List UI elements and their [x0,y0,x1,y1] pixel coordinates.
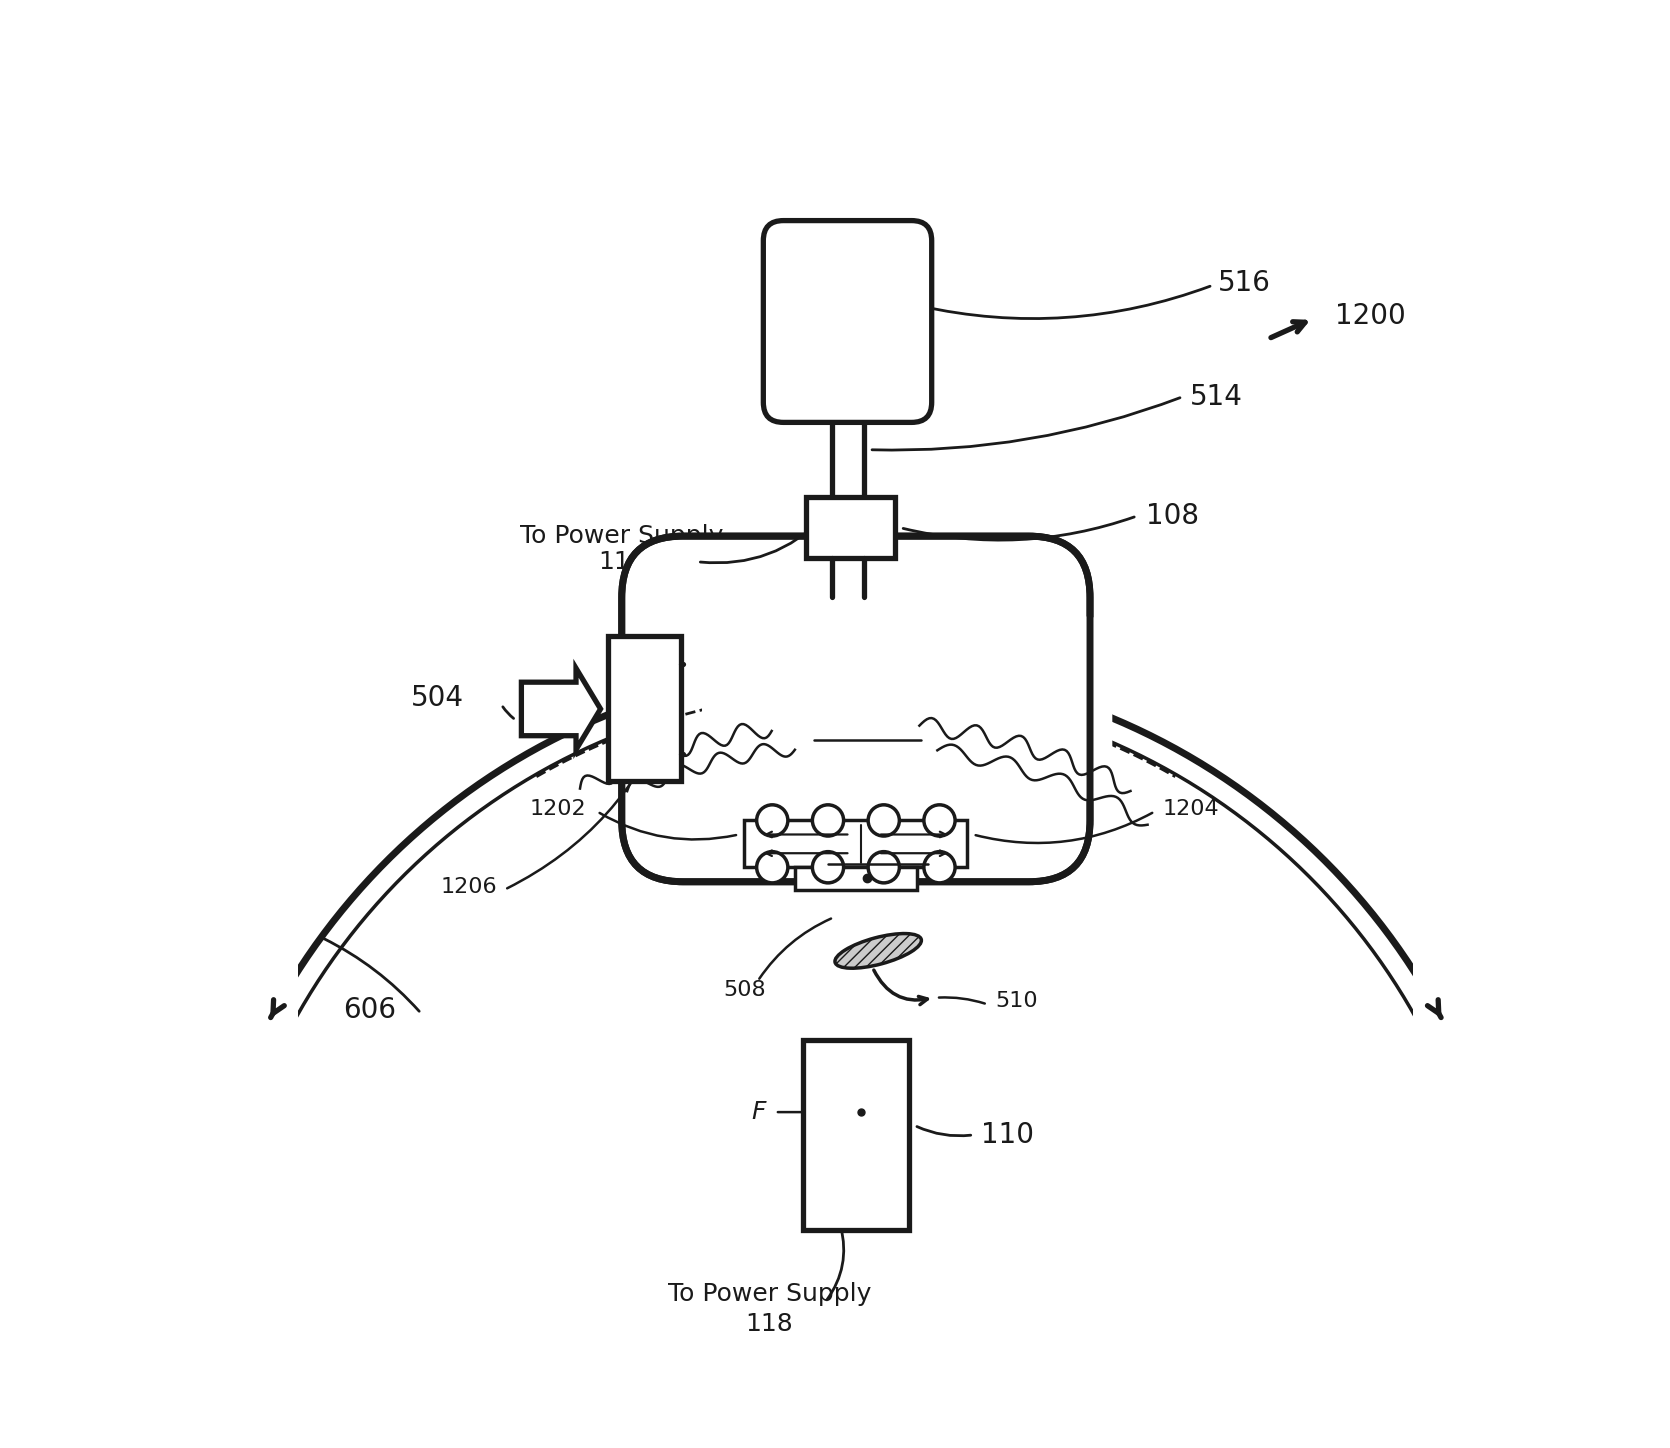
Text: 510: 510 [995,990,1037,1011]
Circle shape [812,851,843,883]
Bar [805,497,895,559]
Text: 516: 516 [1217,269,1271,297]
Bar [608,637,681,782]
Bar [745,821,967,867]
Text: To Power Supply: To Power Supply [519,524,723,549]
FancyArrow shape [521,668,601,750]
Bar [795,867,917,889]
Ellipse shape [835,934,922,969]
Text: 118: 118 [745,1312,793,1337]
Circle shape [868,805,900,835]
Text: 1200: 1200 [1336,303,1406,330]
Bar [803,1040,908,1229]
Text: 110: 110 [982,1121,1034,1148]
Text: 1206: 1206 [441,877,498,898]
Circle shape [924,805,955,835]
Text: 514: 514 [1191,382,1242,411]
Text: 108: 108 [1146,502,1199,530]
Text: V: V [668,831,683,850]
Text: 502: 502 [840,707,895,734]
Circle shape [868,851,900,883]
FancyBboxPatch shape [763,220,932,423]
Text: 508: 508 [723,980,765,1001]
Text: 1202: 1202 [529,799,586,820]
Circle shape [757,851,788,883]
FancyBboxPatch shape [621,536,1091,882]
Text: 506: 506 [852,830,905,857]
Circle shape [924,851,955,883]
Text: 1204: 1204 [1162,799,1219,820]
Circle shape [812,805,843,835]
Text: 504: 504 [411,683,463,712]
Circle shape [757,805,788,835]
Text: 606: 606 [344,996,396,1024]
Text: To Power Supply: To Power Supply [668,1283,872,1306]
Text: 118: 118 [598,550,646,573]
Text: F: F [752,1100,765,1124]
FancyBboxPatch shape [701,617,1112,802]
